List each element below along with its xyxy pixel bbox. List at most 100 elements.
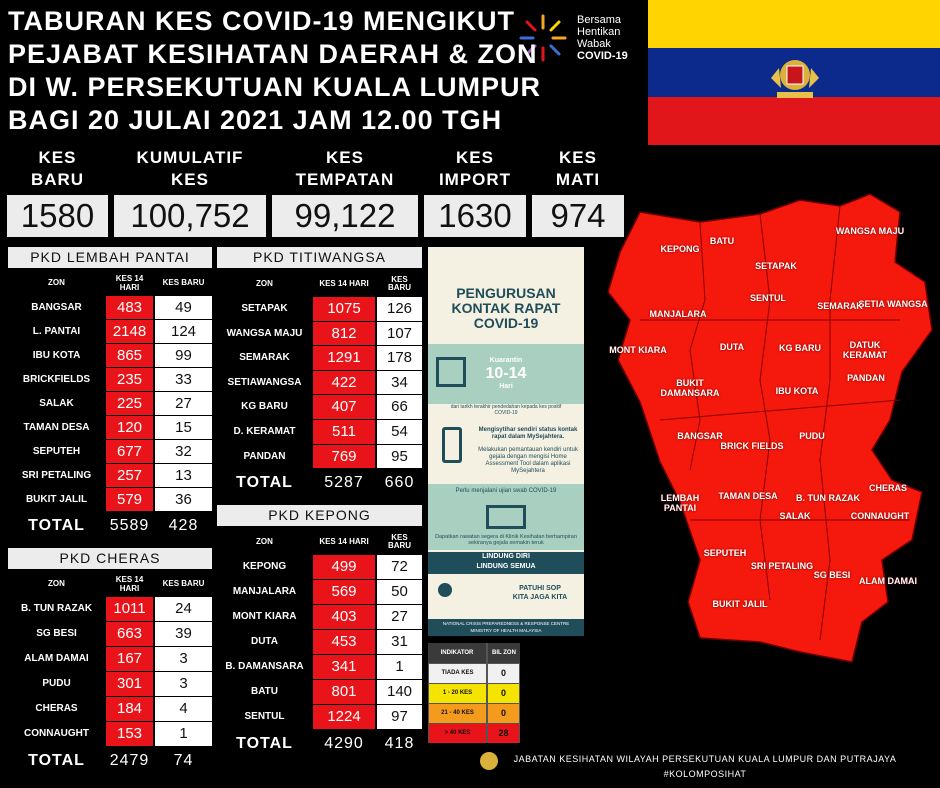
footer-text: #KOLOMPOSIHAT [663, 769, 747, 779]
cases-14-days: 403 [313, 605, 375, 629]
step: Melakukan pemantauan kendiri untuk gejal… [478, 447, 578, 474]
title-line: TABURAN KES COVID-19 MENGIKUT [8, 6, 516, 36]
total: 418 [384, 734, 415, 752]
logo-text: Wabak [577, 38, 611, 50]
new-cases: 15 [155, 416, 212, 439]
logo-text: COVID-19 [577, 50, 628, 62]
step: Mengisytihar sendiri status kontak rapat… [478, 427, 578, 440]
fb-icon [438, 583, 452, 597]
summary-header: IMPORT [438, 170, 512, 189]
panel-title: PENGURUSAN [456, 285, 556, 301]
new-cases: 50 [377, 580, 422, 604]
new-cases: 3 [155, 647, 212, 671]
map-label: SENTUL [750, 293, 786, 303]
cases-14-days: 801 [313, 680, 375, 704]
new-cases: 27 [155, 392, 212, 415]
total: TOTAL [28, 516, 85, 534]
map-region [607, 193, 933, 663]
map-label: SRI PETALING [750, 561, 814, 571]
summary-header: KES [456, 148, 494, 167]
new-cases: 32 [155, 440, 212, 463]
map-label: LEMBAH PANTAI [660, 493, 700, 513]
map-label: B. TUN RAZAK [796, 493, 860, 503]
summary-value: 1580 [7, 195, 108, 237]
total: 5287 [324, 473, 364, 491]
phone-icon [442, 427, 462, 463]
new-cases: 54 [377, 420, 422, 444]
zone-name: BATU [250, 686, 279, 698]
zone-name: TAMAN DESA [23, 421, 90, 433]
map-label: SG BESI [813, 570, 851, 580]
zone-name: SALAK [39, 397, 74, 409]
total: 428 [168, 516, 199, 534]
column-header: KES 14 HARI [115, 575, 144, 593]
new-cases: 66 [377, 395, 422, 419]
cases-14-days: 422 [313, 370, 375, 395]
zone-name: SETAPAK [241, 303, 288, 315]
title-line: BAGI 20 JULAI 2021 JAM 12.00 TGH [8, 105, 503, 135]
cases-14-days: 865 [106, 344, 153, 367]
new-cases: 27 [377, 605, 422, 629]
zone-name: MONT KIARA [232, 611, 297, 623]
summary-header: KES [559, 148, 597, 167]
cases-14-days: 184 [106, 697, 153, 721]
summary-header: KES [326, 148, 364, 167]
zone-name: MANJALARA [232, 586, 297, 598]
title-line: DI W. PERSEKUTUAN KUALA LUMPUR [8, 72, 541, 102]
zone-name: KEPONG [242, 561, 287, 573]
contact-panel: PENGURUSAN KONTAK RAPAT COVID-19 Kuarantin 1… [428, 247, 584, 636]
column-header: KES 14 HARI [319, 278, 369, 288]
new-cases: 36 [155, 488, 212, 511]
zone-name: CHERAS [35, 703, 78, 715]
zone-name: SEMARAK [239, 352, 290, 364]
map-label: BUKIT DAMANSARA [660, 378, 720, 398]
summary-value: 1630 [424, 195, 526, 237]
total: TOTAL [236, 734, 293, 752]
map-label: CONNAUGHT [850, 511, 910, 521]
flag-yellow [648, 0, 940, 48]
cases-14-days: 1011 [106, 597, 153, 621]
map-label: CHERAS [868, 483, 907, 493]
cases-14-days: 257 [106, 464, 153, 487]
total: 4290 [324, 734, 364, 752]
step: Perlu menjalani ujian swab COVID-19 [455, 488, 557, 494]
footer-crest [480, 752, 498, 770]
column-header: KES BARU [387, 532, 412, 550]
column-header: ZON [48, 278, 65, 288]
indicator-level: 1 - 20 KES [429, 684, 486, 703]
cases-14-days: 1291 [313, 346, 375, 370]
footer-text: JABATAN KESIHATAN WILAYAH PERSEKUTUAN KU… [513, 754, 897, 764]
slogan: LINDUNG SEMUA [476, 563, 536, 570]
flag-red [648, 97, 940, 145]
map-label: KEPONG [660, 244, 700, 254]
summary-header: TEMPATAN [295, 170, 395, 189]
new-cases: 107 [377, 321, 422, 346]
quarantine: 10-14 [485, 365, 527, 382]
new-cases: 13 [155, 464, 212, 487]
zone-name: WANGSA MAJU [226, 327, 303, 339]
panel-band [428, 484, 584, 550]
cases-14-days: 769 [313, 444, 375, 469]
total: 660 [384, 473, 415, 491]
map-label: PANDAN [847, 373, 885, 383]
new-cases: 97 [377, 705, 422, 729]
new-cases: 4 [155, 697, 212, 721]
indicator-header: INDIKATOR [428, 643, 486, 663]
map-label: TAMAN DESA [718, 491, 778, 501]
table-title: PKD TITIWANGSA [217, 247, 422, 268]
zone-name: ALAM DAMAI [24, 653, 89, 665]
sop: KITA JAGA KITA [512, 594, 568, 601]
panel-title: COVID-19 [473, 315, 539, 331]
zone-name: IBU KOTA [32, 349, 81, 361]
table-title: PKD KEPONG [217, 505, 422, 526]
map-borders [640, 205, 910, 641]
panel-band [428, 344, 584, 404]
map-label: IBU KOTA [775, 386, 819, 396]
zone-name: D. KERAMAT [233, 426, 296, 438]
zone-count: 0 [488, 664, 519, 683]
column-header: ZON [48, 579, 65, 589]
cases-14-days: 1224 [313, 705, 375, 729]
map-label: SEPUTEH [703, 548, 747, 558]
zone-name: KG BARU [241, 401, 288, 413]
